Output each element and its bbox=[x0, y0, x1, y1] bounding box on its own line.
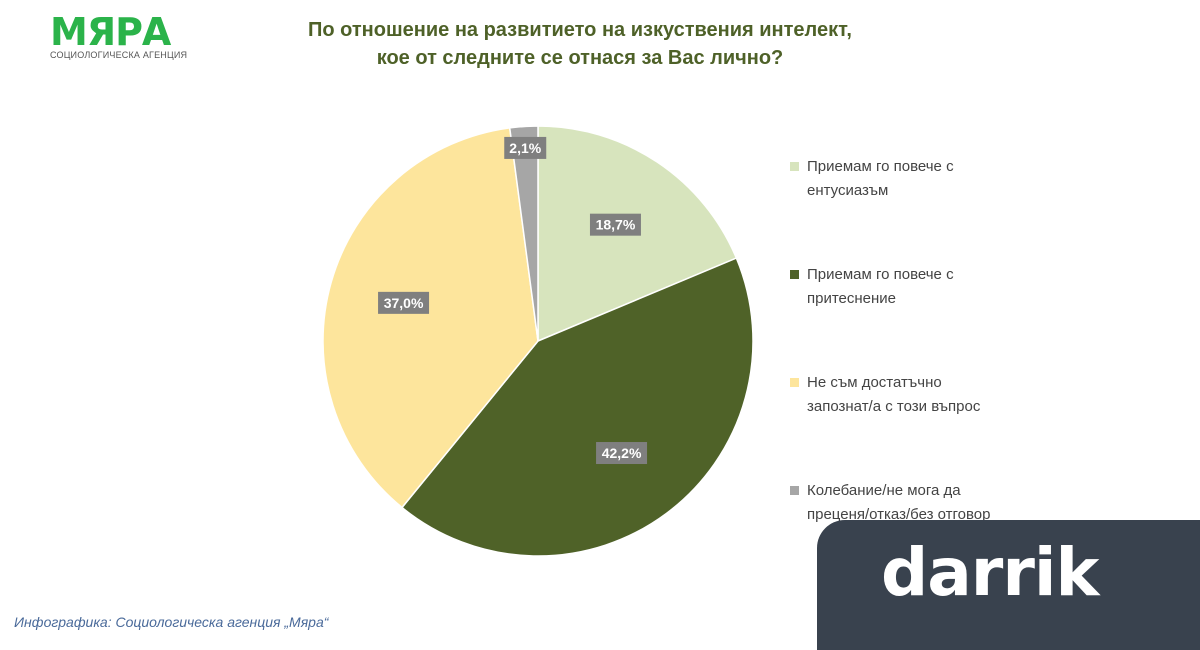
logo: МЯРА СОЦИОЛОГИЧЕСКА АГЕНЦИЯ bbox=[50, 12, 187, 60]
pie-chart: 18,7% 42,2% 37,0% 2,1% bbox=[322, 125, 754, 557]
data-label-text: 37,0% bbox=[384, 295, 424, 311]
legend-item: Не съм достатъчно запознат/а с този въпро… bbox=[790, 371, 1050, 479]
darrik-wordmark: darrik bbox=[881, 534, 1099, 611]
pie-slice bbox=[400, 257, 754, 557]
legend-swatch bbox=[790, 270, 799, 279]
data-label: 42,2% bbox=[596, 442, 648, 465]
data-label-text: 2,1% bbox=[509, 140, 541, 156]
legend-swatch bbox=[790, 486, 799, 495]
legend-line: ентусиазъм bbox=[807, 182, 889, 199]
pie-slice bbox=[322, 127, 539, 509]
logo-name: МЯРА bbox=[50, 10, 171, 54]
data-label: 18,7% bbox=[589, 213, 641, 236]
legend-item: Колебание/не мога да преценя/отказ/без от… bbox=[790, 479, 1050, 587]
darrik-logo: darrik bbox=[817, 520, 1200, 650]
legend-line: преценя/отказ/без отговор bbox=[807, 506, 991, 523]
title-line: кое от следните се отнася за Вас лично? bbox=[376, 47, 784, 69]
legend-line: Приемам го повече с bbox=[807, 266, 954, 283]
legend-label: Приемам го повече с ентусиазъм bbox=[807, 155, 954, 203]
legend: Приемам го повече с ентусиазъм Приемам го … bbox=[790, 155, 1050, 587]
legend-label: Колебание/не мога да преценя/отказ/без от… bbox=[807, 479, 990, 527]
legend-item: Приемам го повече с ентусиазъм bbox=[790, 155, 1050, 263]
legend-swatch bbox=[790, 162, 799, 171]
legend-label: Не съм достатъчно запознат/а с този въпро… bbox=[807, 371, 980, 419]
legend-line: Не съм достатъчно bbox=[807, 374, 942, 391]
logo-subtitle: СОЦИОЛОГИЧЕСКА АГЕНЦИЯ bbox=[50, 50, 188, 60]
chart-title: По отношение на развитието на изкуствени… bbox=[250, 16, 910, 72]
legend-swatch bbox=[790, 378, 799, 387]
pie-slice bbox=[508, 125, 539, 342]
legend-line: притеснение bbox=[807, 290, 897, 307]
data-label: 37,0% bbox=[378, 291, 430, 314]
data-label: 2,1% bbox=[504, 136, 547, 159]
data-label-text: 42,2% bbox=[602, 445, 642, 461]
legend-line: Приемам го повече с bbox=[807, 158, 954, 175]
legend-label: Приемам го повече с притеснение bbox=[807, 263, 954, 311]
footer-credit: Инфографика: Социологическа агенция „Мяр… bbox=[14, 614, 329, 630]
data-label-text: 18,7% bbox=[596, 217, 636, 233]
legend-line: запознат/а с този въпрос bbox=[807, 398, 981, 415]
legend-line: Колебание/не мога да bbox=[807, 482, 961, 499]
title-line: По отношение на развитието на изкуствени… bbox=[308, 19, 852, 41]
legend-item: Приемам го повече с притеснение bbox=[790, 263, 1050, 371]
